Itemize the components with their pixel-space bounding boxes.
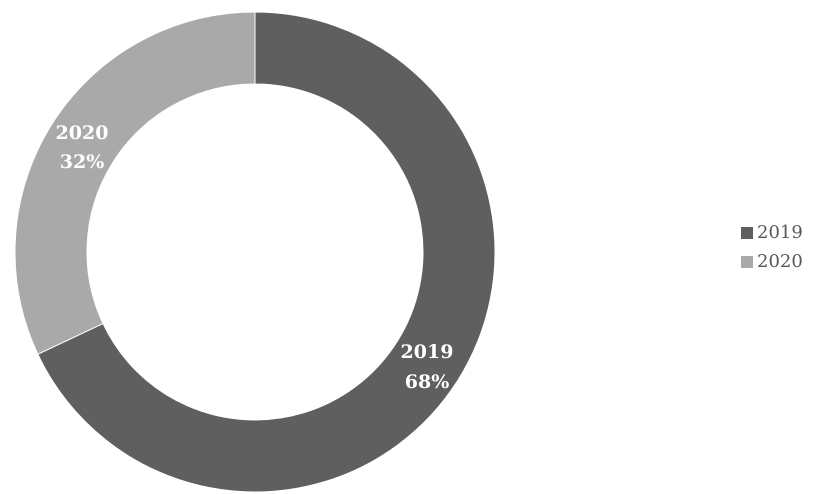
donut-slice-2019 [37, 11, 496, 493]
legend-label-2019: 2019 [757, 222, 803, 243]
legend-item-2020: 2020 [741, 247, 803, 276]
chart-legend: 2019 2020 [741, 218, 803, 276]
donut-slices [14, 11, 496, 493]
legend-label-2020: 2020 [757, 251, 803, 272]
legend-swatch-2020 [741, 255, 753, 268]
donut-slice-2020 [14, 11, 256, 355]
legend-item-2019: 2019 [741, 218, 803, 247]
data-label-2020-percent: 32% [60, 151, 105, 173]
data-label-2019-percent: 68% [405, 371, 450, 393]
donut-data-labels: 2019 68% 2020 32% [56, 122, 454, 393]
legend-swatch-2019 [741, 226, 753, 239]
data-label-2020-year: 2020 [56, 122, 109, 144]
data-label-2019-year: 2019 [401, 341, 454, 363]
